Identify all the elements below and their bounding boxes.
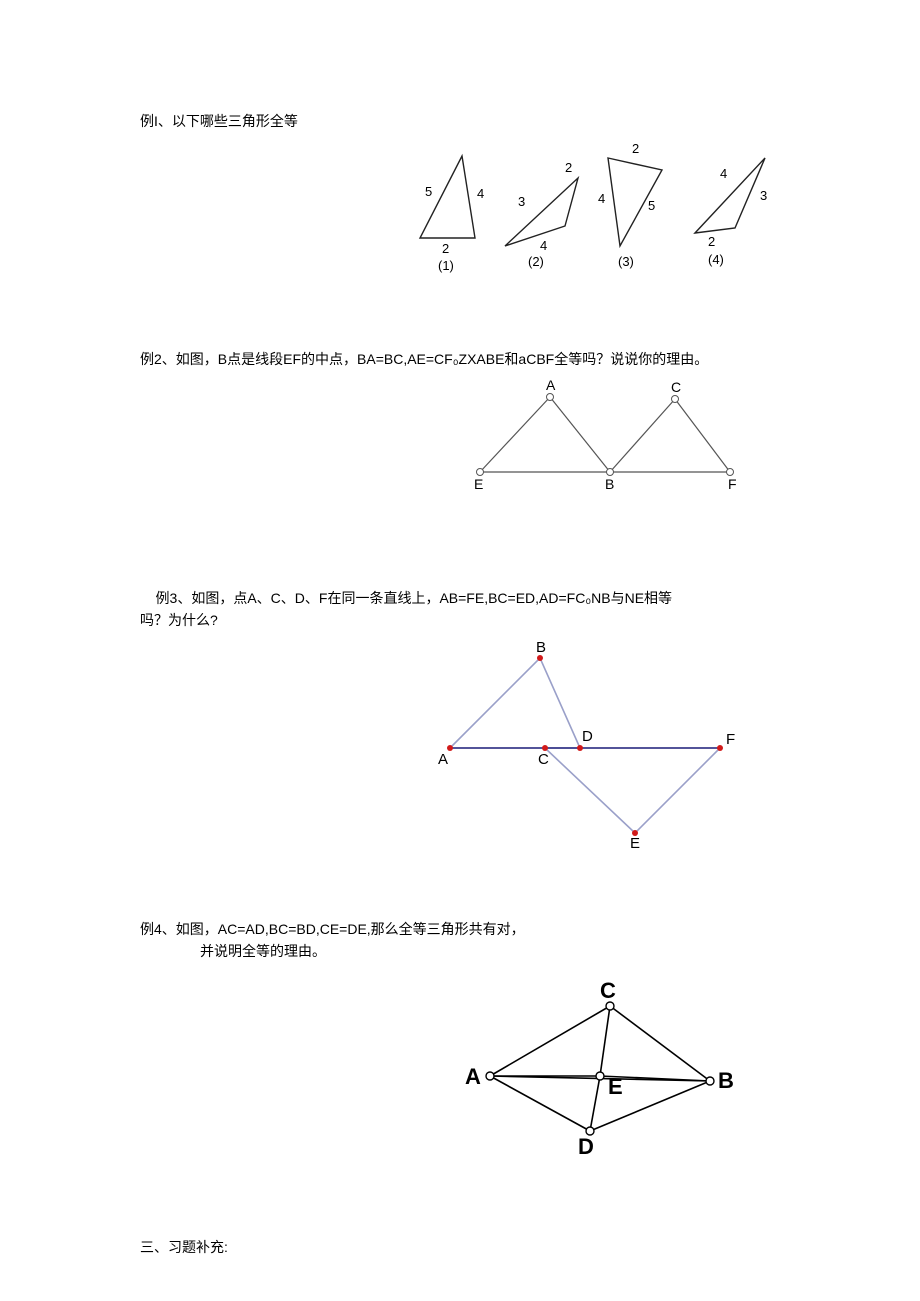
tri2-top-label: 2 xyxy=(565,160,572,175)
example-4-prompt-l2: 并说明全等的理由。 xyxy=(140,940,780,962)
tri3-left-label: 4 xyxy=(598,191,605,206)
ex4-label-D: D xyxy=(578,1134,594,1159)
tri4-top-label: 4 xyxy=(720,166,727,181)
example-2-prompt: 例2、如图，B点是线段EF的中点，BA=BC,AE=CF₀ZXABE和aCBF全… xyxy=(140,348,780,370)
example-4-figure-wrap: C A B E D xyxy=(140,976,780,1166)
ex2-label-F: F xyxy=(728,476,737,492)
example-3: 例3、如图，点A、C、D、F在同一条直线上，AB=FE,BC=ED,AD=FC₀… xyxy=(140,587,780,848)
ex4-label-E: E xyxy=(608,1074,623,1099)
tri2-bottom-label: 4 xyxy=(540,238,547,253)
ex4-lines xyxy=(490,1006,710,1131)
ex3-label-E: E xyxy=(630,835,640,848)
tri4-bottom-label: 2 xyxy=(708,234,715,249)
tri2-caption: (2) xyxy=(528,254,544,269)
ex4-vertices xyxy=(486,1002,714,1135)
example-1-figure-wrap: 5 4 2 (1) 2 3 4 (2) 2 4 5 (3) xyxy=(140,138,780,278)
triangle-2 xyxy=(505,178,578,246)
example-2: 例2、如图，B点是线段EF的中点，BA=BC,AE=CF₀ZXABE和aCBF全… xyxy=(140,348,780,496)
tri1-bottom-label: 2 xyxy=(442,241,449,256)
example-4-prompt-l1: 例4、如图，AC=AD,BC=BD,CE=DE,那么全等三角形共有对， xyxy=(140,918,780,940)
tri4-right-label: 3 xyxy=(760,188,767,203)
ex3-label-C: C xyxy=(538,751,549,768)
example-3-prompt-l1: 例3、如图，点A、C、D、F在同一条直线上，AB=FE,BC=ED,AD=FC₀… xyxy=(140,587,780,609)
tri1-caption: (1) xyxy=(438,258,454,273)
section-3-heading: 三、习题补充: xyxy=(140,1236,780,1258)
ex4-label-A: A xyxy=(465,1064,481,1089)
ex2-label-A: A xyxy=(546,377,556,393)
example-1-prompt: 例I、以下哪些三角形全等 xyxy=(140,110,780,132)
ex2-label-E: E xyxy=(474,476,483,492)
ex2-lines xyxy=(480,397,730,472)
tri2-left-label: 3 xyxy=(518,194,525,209)
tri3-caption: (3) xyxy=(618,254,634,269)
ex3-label-F: F xyxy=(726,731,735,748)
example-2-figure-wrap: A C E B F xyxy=(140,377,780,497)
tri1-left-label: 5 xyxy=(425,184,432,199)
example-4: 例4、如图，AC=AD,BC=BD,CE=DE,那么全等三角形共有对， 并说明全… xyxy=(140,918,780,1167)
example-3-figure-wrap: B A C D F E xyxy=(140,638,780,848)
example-1: 例I、以下哪些三角形全等 5 4 2 (1) 2 3 4 (2) xyxy=(140,110,780,278)
ex3-vertices xyxy=(447,655,723,836)
example-3-prompt-l2: 吗？为什么? xyxy=(140,609,780,631)
document-page: 例I、以下哪些三角形全等 5 4 2 (1) 2 3 4 (2) xyxy=(0,0,920,1299)
tri3-right-label: 5 xyxy=(648,198,655,213)
ex2-label-C: C xyxy=(671,379,681,395)
ex4-label-B: B xyxy=(718,1068,734,1093)
tri1-right-label: 4 xyxy=(477,186,484,201)
triangle-4 xyxy=(695,158,765,233)
ex2-label-B: B xyxy=(605,476,614,492)
example-2-figure: A C E B F xyxy=(460,377,760,497)
ex3-label-B: B xyxy=(536,639,546,656)
tri4-caption: (4) xyxy=(708,252,724,267)
ex3-label-D: D xyxy=(582,728,593,745)
tri3-top-label: 2 xyxy=(632,141,639,156)
example-1-figure: 5 4 2 (1) 2 3 4 (2) 2 4 5 (3) xyxy=(400,138,780,278)
ex4-label-C: C xyxy=(600,978,616,1003)
example-3-figure: B A C D F E xyxy=(420,638,760,848)
ex3-triangles xyxy=(450,658,720,833)
ex3-label-A: A xyxy=(438,751,448,768)
example-4-figure: C A B E D xyxy=(460,976,740,1166)
